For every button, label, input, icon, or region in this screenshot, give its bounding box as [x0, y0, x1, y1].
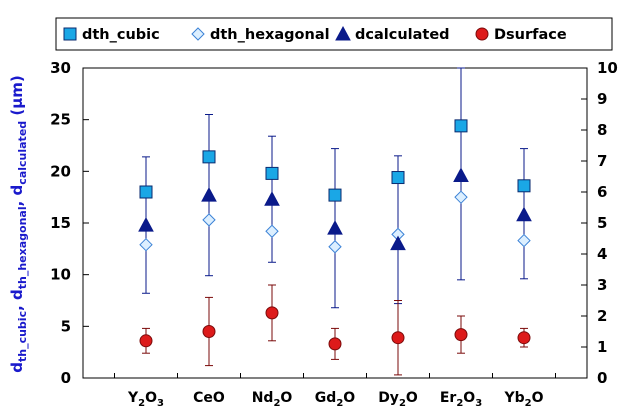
data-point-circle [139, 334, 153, 348]
data-point-diamond [202, 213, 216, 227]
data-point-square [517, 179, 531, 193]
x-tick-label: Y2O3 [127, 390, 164, 409]
right-tick-label: 7 [597, 152, 607, 170]
left-tick-label: 10 [50, 266, 71, 284]
data-point-circle [391, 331, 405, 345]
data-point-triangle [264, 191, 280, 206]
data-point-square [265, 166, 279, 180]
right-tick-label: 9 [597, 90, 607, 108]
data-point-circle [328, 337, 342, 351]
legend-marker-diamond [191, 27, 205, 41]
legend-marker-triangle [335, 25, 351, 41]
legend: dth_cubic dth_hexagonal dcalculated Dsurfac… [55, 17, 613, 51]
legend-label: dcalculated [355, 27, 450, 43]
legend-marker-square [63, 27, 77, 41]
legend-label: Dsurface [494, 27, 567, 43]
x-axis: Y2O3 CeO Nd2O Gd2O Dy2O Er2O3 Yb2O [114, 373, 556, 409]
left-tick-label: 0 [61, 369, 71, 387]
data-point-triangle [390, 235, 406, 251]
data-point-diamond [517, 233, 531, 248]
data-point-triangle [516, 206, 532, 222]
data-point-square [328, 188, 342, 202]
data-point-diamond [139, 237, 153, 252]
x-tick-label: CeO [193, 390, 225, 406]
legend-marker-circle [475, 27, 489, 41]
right-tick-label: 8 [597, 121, 607, 139]
data-point-triangle [327, 220, 343, 235]
data-point-square [391, 171, 405, 185]
data-point-circle [517, 331, 531, 345]
right-tick-label: 10 [597, 59, 618, 77]
x-tick-label: Nd2O [252, 390, 293, 409]
x-tick-label: Er2O3 [440, 390, 482, 409]
data-point-diamond [265, 224, 279, 238]
left-tick-label: 20 [50, 162, 71, 180]
right-tick-label: 1 [597, 338, 607, 356]
data-point-diamond [328, 240, 342, 254]
right-tick-label: 0 [597, 369, 607, 387]
data-point-triangle [201, 187, 217, 202]
right-axis: 0 1 2 3 4 5 6 7 8 9 10 [581, 59, 618, 387]
legend-label: dth_hexagonal [210, 27, 330, 43]
data-point-triangle [453, 167, 469, 182]
left-tick-label: 30 [50, 59, 71, 77]
right-tick-label: 5 [597, 214, 607, 232]
data-point-circle [454, 328, 468, 342]
right-tick-label: 3 [597, 276, 607, 294]
data-point-circle [202, 325, 216, 338]
data-point-square [139, 185, 153, 199]
legend-frame [55, 17, 613, 51]
data-point-diamond [454, 190, 468, 204]
y-axis-label: dth_cubic, dth_hexagonal, dcalculated (µ… [8, 75, 29, 373]
left-axis: 0 5 10 15 20 25 30 [50, 59, 89, 387]
x-tick-label: Yb2O [503, 390, 543, 409]
data-point-square [202, 150, 216, 164]
left-tick-label: 25 [50, 111, 71, 129]
data-point-circle [265, 306, 279, 320]
legend-label: dth_cubic [82, 27, 160, 43]
data-point-square [454, 119, 468, 133]
x-tick-label: Gd2O [315, 390, 355, 409]
left-tick-label: 5 [61, 317, 71, 335]
right-tick-label: 2 [597, 307, 607, 325]
x-tick-label: Dy2O [378, 390, 418, 409]
markers [138, 119, 532, 351]
left-tick-label: 15 [50, 214, 71, 232]
data-point-triangle [138, 217, 154, 232]
right-tick-label: 4 [597, 245, 607, 263]
right-tick-label: 6 [597, 183, 607, 201]
